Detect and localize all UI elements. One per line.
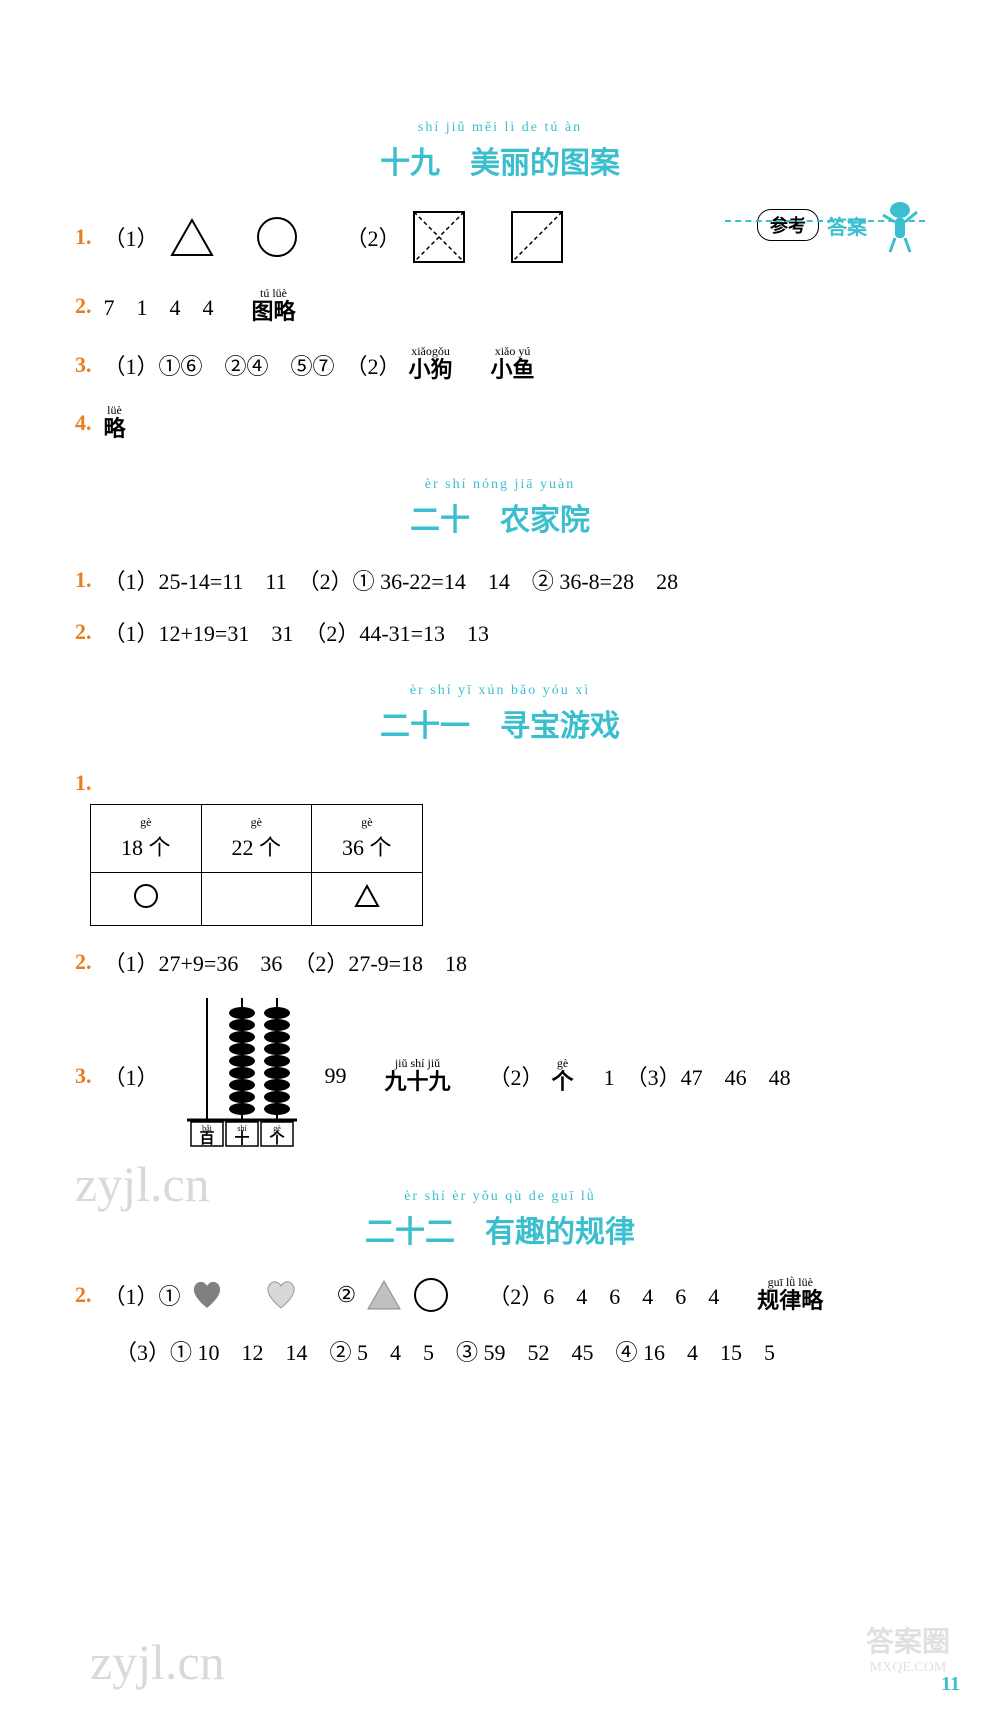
section-20-title: èr shí nóng jiā yuàn 二十 农家院 (75, 477, 925, 539)
question-number: 1. (75, 770, 92, 796)
question-number: 2. (75, 293, 92, 319)
table-cell: gè18 个 (91, 805, 202, 873)
footer-brand: 答案圈 MXQE.COM (866, 1620, 950, 1676)
guillve-word: guī lǜ lüè 规律略 (757, 1276, 823, 1314)
question-number: 1. (75, 224, 92, 250)
mascot-icon (875, 190, 925, 260)
q20-1: 1. （1）25-14=11 11 （2）① 36-22=14 14 ② 36-… (75, 564, 925, 596)
svg-text:十: 十 (234, 1129, 249, 1147)
heart-light-icon (263, 1278, 299, 1312)
question-number: 1. (75, 567, 92, 593)
q19-2: 2. 7 1 4 4 tú lüè 图略 (75, 287, 925, 325)
table-cell: gè36 个 (312, 805, 423, 873)
section-21-title: èr shí yī xún bǎo yóu xì 二十一 寻宝游戏 (75, 683, 925, 745)
q20-2: 2. （1）12+19=31 31 （2）44-31=13 13 (75, 616, 925, 648)
table-cell (91, 873, 202, 926)
q21-3: 3. （1） bǎi 百 shí 十 gè 个 99 jiǔ shí jiǔ 九… (75, 998, 925, 1154)
question-number: 2. (75, 1282, 92, 1308)
circle-icon (133, 883, 159, 909)
q21-2: 2. （1）27+9=36 36 （2）27-9=18 18 (75, 946, 925, 978)
question-number: 3. (75, 352, 92, 378)
abacus-icon: bǎi 百 shí 十 gè 个 (177, 998, 307, 1154)
square-diagonal-icon (409, 207, 469, 267)
q19-3: 3. （1）①⑥ ②④ ⑤⑦ （2） xiǎogǒu 小狗 xiǎo yú 小鱼 (75, 345, 925, 383)
xiaoyu-word: xiǎo yú 小鱼 (491, 345, 535, 383)
section-19-title: shí jiǔ měi lì de tú àn 十九 美丽的图案 (75, 120, 925, 182)
q22-3: （3）① 10 12 14 ② 5 4 5 ③ 59 52 45 ④ 16 4 … (75, 1335, 925, 1367)
table-cell: gè22 个 (201, 805, 312, 873)
header-dashed-line (725, 220, 925, 222)
q21-1: 1. (75, 770, 925, 796)
ge-word: gè 个 (552, 1057, 574, 1095)
triangle-icon (353, 883, 381, 909)
circle-icon (412, 1276, 450, 1314)
lve-word: lüè 略 (104, 404, 126, 442)
heart-dark-icon (189, 1278, 225, 1312)
square-diagonal-icon (507, 207, 567, 267)
question-number: 3. (75, 1063, 92, 1089)
table-cell (201, 873, 312, 926)
header: 参考 答案 (757, 190, 925, 260)
watermark: zyjl.cn (90, 1633, 225, 1691)
tulve-word: tú lüè 图略 (252, 287, 296, 325)
q19-4: 4. lüè 略 (75, 404, 925, 442)
jiushijiu-word: jiǔ shí jiǔ 九十九 (385, 1057, 451, 1095)
table-cell (312, 873, 423, 926)
svg-text:百: 百 (199, 1130, 214, 1147)
question-number: 4. (75, 410, 92, 436)
header-answer: 答案 (827, 211, 867, 240)
triangle-filled-icon (364, 1277, 404, 1313)
page-number: 11 (941, 1673, 960, 1696)
triangle-icon (167, 215, 217, 260)
question-number: 2. (75, 949, 92, 975)
xiaogou-word: xiǎogǒu 小狗 (409, 345, 453, 383)
circle-icon (255, 215, 300, 260)
q22-2: 2. （1）① ② （2）6 4 6 4 6 4 guī lǜ lüè 规律略 (75, 1276, 925, 1314)
question-number: 2. (75, 619, 92, 645)
q21-table: gè18 个 gè22 个 gè36 个 (90, 804, 423, 926)
header-pill: 参考 (757, 209, 819, 241)
svg-text:个: 个 (268, 1129, 285, 1147)
section-22-title: èr shí èr yǒu qù de guī lǜ 二十二 有趣的规律 (75, 1189, 925, 1251)
